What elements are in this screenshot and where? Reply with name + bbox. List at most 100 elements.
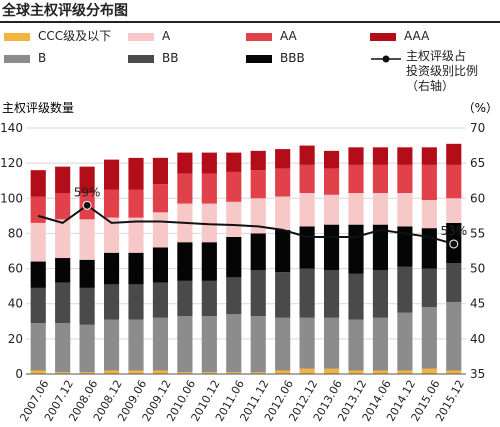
legend-item-aa: AA	[246, 29, 297, 43]
left-axis-title: 主权评级数量	[2, 100, 74, 115]
bar-segment	[323, 224, 340, 271]
bar-segment	[201, 372, 217, 374]
legend-swatch-b	[4, 54, 30, 63]
right-tick-label: 65	[470, 156, 485, 170]
bar-segment	[30, 323, 46, 371]
bar-segment	[128, 217, 144, 253]
left-tick-label: 20	[8, 332, 23, 346]
bar-segment	[128, 370, 144, 374]
bar-segment	[55, 258, 71, 283]
left-tick-label: 140	[0, 121, 23, 135]
bar-segment	[348, 164, 364, 194]
bar-segment	[226, 152, 242, 172]
legend-line-marker	[371, 55, 401, 63]
right-tick-label: 60	[470, 191, 485, 205]
bar-segment	[397, 193, 413, 227]
right-tick-label: 35	[470, 367, 485, 381]
legend-label-a: A	[162, 29, 171, 43]
right-axis-unit: （%）	[463, 101, 498, 115]
bar-segment	[30, 287, 46, 324]
bar-segment	[177, 372, 193, 374]
legend-label-bb: BB	[162, 51, 179, 65]
bar-segment	[397, 164, 413, 194]
bar-segment	[30, 370, 46, 374]
bar-segment	[250, 372, 266, 374]
bar-segment	[421, 164, 437, 201]
bar-segment	[152, 317, 169, 371]
left-tick-label: 40	[8, 297, 23, 311]
bar-segment	[372, 317, 389, 371]
bar-segment	[275, 370, 291, 374]
bar-segment	[421, 147, 437, 165]
bar-segment	[446, 164, 462, 199]
bar-segment	[446, 263, 462, 302]
left-tick-label: 80	[8, 226, 23, 240]
title-rule	[0, 21, 500, 23]
bar-segment	[55, 282, 71, 324]
bar-segment	[55, 323, 71, 373]
right-tick-label: 70	[470, 121, 485, 135]
legend: CCC级及以下 A AA AAA B BB BBB 主权评级占 投资级别比例 （…	[0, 27, 500, 99]
legend-line-label-2: 投资级别比例	[406, 64, 479, 78]
line-point-marker	[449, 239, 459, 249]
bar-segment	[299, 193, 315, 227]
legend-item-bb: BB	[128, 51, 178, 65]
bar-segment	[79, 259, 95, 288]
bar-segment	[103, 284, 120, 320]
bar-segment	[201, 152, 217, 174]
legend-label-bbb: BBB	[280, 51, 305, 65]
bar-segment	[103, 370, 120, 374]
ratio-line	[37, 204, 455, 245]
legend-item-a: A	[128, 29, 170, 43]
legend-item-line: 主权评级占 投资级别比例 （右轴）	[406, 49, 478, 94]
bar-segment	[421, 268, 437, 308]
bar-segment	[348, 224, 364, 274]
bar-segment	[348, 147, 364, 165]
bar-segment	[275, 196, 291, 230]
bar-segment	[421, 307, 437, 369]
bar-segment	[226, 277, 242, 315]
line-annotation: 59%	[74, 185, 101, 199]
bar-segment	[446, 198, 462, 223]
left-tick-label: 60	[8, 262, 23, 276]
left-tick-label: 120	[0, 156, 23, 170]
bar-segment	[397, 370, 413, 374]
bar-segment	[372, 270, 389, 318]
bar-segment	[152, 184, 169, 213]
bar-segment	[128, 157, 144, 190]
bar-segment	[103, 189, 120, 218]
legend-label-ccc: CCC级及以下	[38, 29, 112, 43]
legend-item-aaa: AAA	[370, 29, 429, 43]
legend-line-label-3: （右轴）	[406, 79, 455, 93]
legend-swatch-ccc	[4, 32, 30, 41]
legend-label-aa: AA	[280, 29, 297, 43]
bar-segment	[79, 166, 95, 194]
bar-segment	[421, 368, 437, 374]
bar-segment	[323, 150, 340, 169]
bar-segment	[397, 312, 413, 371]
bar-segment	[30, 222, 46, 262]
left-tick-label: 100	[0, 191, 23, 205]
line-annotation: 53%	[440, 224, 467, 238]
right-tick-label: 50	[470, 262, 485, 276]
bar-segment	[55, 372, 71, 374]
bar-segment	[446, 370, 462, 374]
bar-segment	[128, 284, 144, 320]
bar-segment	[250, 316, 266, 373]
bar-segment	[226, 201, 242, 237]
bar-segment	[152, 157, 169, 185]
legend-item-ccc: CCC级及以下	[4, 29, 111, 43]
bar-segment	[177, 316, 193, 373]
bar-segment	[201, 280, 217, 317]
bar-segment	[152, 212, 169, 248]
bar-segment	[323, 270, 340, 318]
right-tick-label: 55	[470, 226, 485, 240]
chart-title: 全球主权评级分布图	[2, 3, 128, 19]
bar-segment	[55, 166, 71, 194]
bar-segment	[421, 228, 437, 269]
bar-segment	[250, 150, 266, 171]
bar-segment	[30, 261, 46, 288]
bar-segment	[372, 370, 389, 374]
bar-segment	[299, 145, 315, 165]
